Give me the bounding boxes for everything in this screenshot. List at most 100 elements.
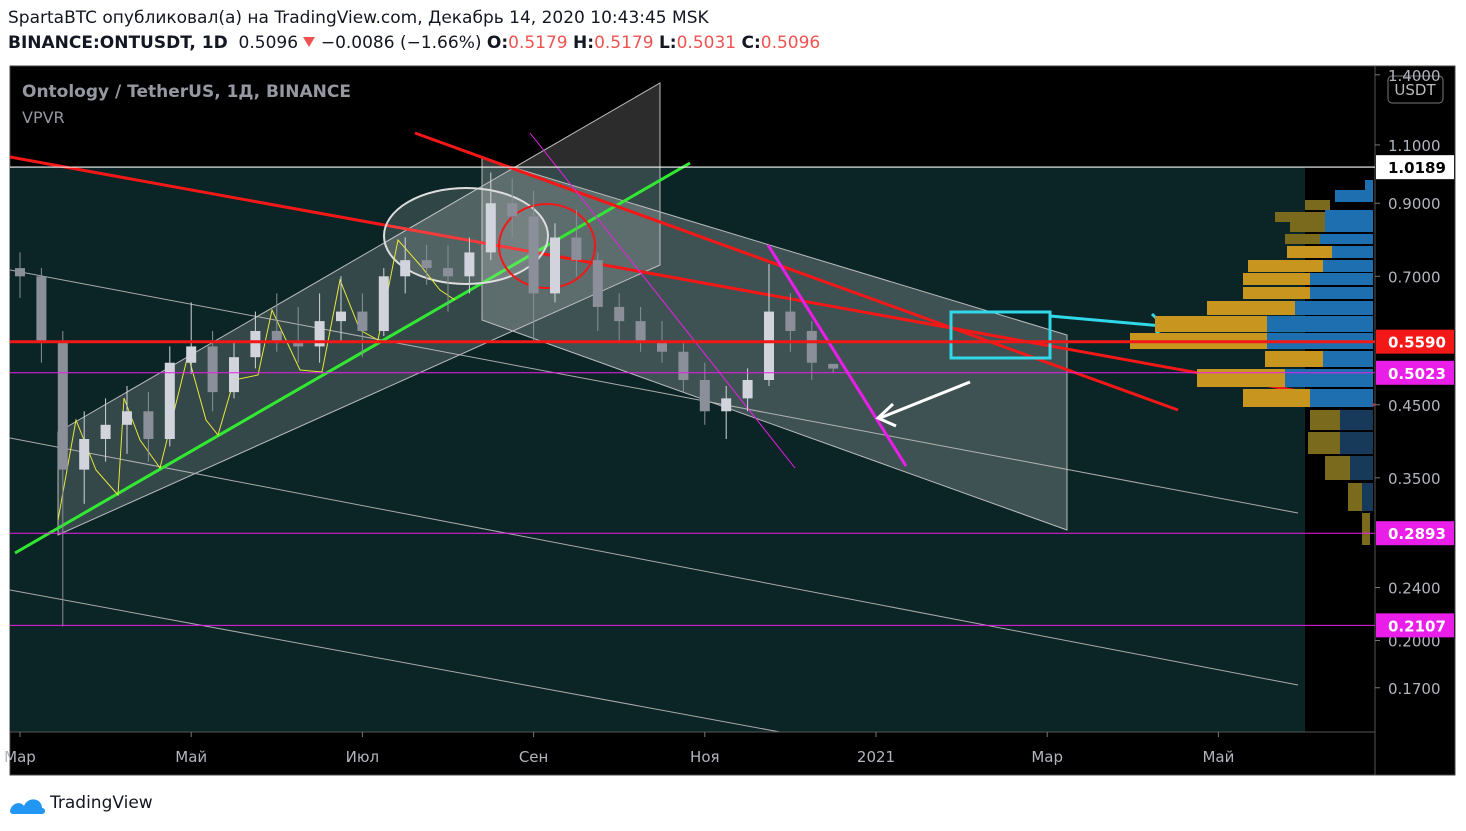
candle-body xyxy=(250,330,261,358)
c-value: 0.5096 xyxy=(760,33,821,53)
candle-body xyxy=(186,346,197,363)
author-line: SpartaBTC опубликовал(а) на TradingView.… xyxy=(8,8,709,28)
price-tag xyxy=(1376,360,1454,385)
candle-body xyxy=(828,363,839,369)
price-tag xyxy=(1376,329,1454,354)
candle-body xyxy=(507,203,518,217)
candle-body xyxy=(806,330,817,363)
support-line xyxy=(14,161,691,555)
channel-line xyxy=(10,589,781,732)
candle-body xyxy=(400,260,411,277)
candle-body xyxy=(592,260,603,307)
price-tag-label: 1.0189 xyxy=(1388,159,1446,177)
symbol-line: BINANCE:ONTUSDT, 1D 0.5096 −0.0086 (−1.6… xyxy=(8,31,820,56)
candle-body xyxy=(15,268,25,277)
down-arrow xyxy=(303,37,316,47)
candle-body xyxy=(100,424,111,439)
candle-body xyxy=(485,203,496,253)
o-value: 0.5179 xyxy=(508,33,568,53)
price-tag xyxy=(1376,155,1454,180)
candle-body xyxy=(293,341,304,347)
candle-body xyxy=(571,237,582,261)
l-value: 0.5031 xyxy=(676,33,737,53)
currency: USDT xyxy=(1394,81,1436,99)
x-tick-label: Мар xyxy=(1031,748,1063,766)
channel-line xyxy=(10,437,1299,686)
chart-title: Ontology / TetherUS, 1Д, BINANCE xyxy=(22,82,351,102)
candle-body xyxy=(721,398,732,412)
candle-body xyxy=(550,237,560,294)
currency-badge xyxy=(1387,75,1444,104)
y-tick-label: 0.9000 xyxy=(1388,195,1441,213)
candle-body xyxy=(229,357,239,393)
candle-body xyxy=(678,351,689,380)
x-tick-label: 2021 xyxy=(857,748,895,766)
channel-line xyxy=(10,269,1299,514)
h-value: 0.5179 xyxy=(594,33,654,53)
candle-body xyxy=(764,311,774,380)
resistance-line xyxy=(10,155,1375,407)
candle-body xyxy=(464,252,475,277)
candle-body xyxy=(742,379,753,399)
candle-body xyxy=(785,311,796,331)
highlight-box xyxy=(949,310,1052,360)
header: SpartaBTC опубликовал(а) на TradingView.… xyxy=(8,6,820,56)
y-tick-label: 0.7000 xyxy=(1388,268,1441,286)
symbol: BINANCE:ONTUSDT, 1D xyxy=(8,33,228,53)
x-tick-label: Мар xyxy=(4,748,36,766)
candle-body xyxy=(699,379,710,412)
trend-line xyxy=(766,244,908,467)
price-tag-label: 0.5023 xyxy=(1388,365,1446,383)
x-tick-label: Май xyxy=(1202,748,1234,766)
channel-fill xyxy=(10,167,1305,732)
candle-body xyxy=(657,341,667,352)
y-tick-label: 0.3500 xyxy=(1388,470,1441,488)
candle-body xyxy=(79,438,90,470)
ellipse xyxy=(498,203,596,289)
y-tick-label: 1.4000 xyxy=(1388,67,1441,85)
trend-line xyxy=(529,132,796,469)
flag xyxy=(481,157,1068,531)
candle-body xyxy=(528,216,539,294)
candle-body xyxy=(443,268,453,277)
resistance-line xyxy=(414,131,1179,412)
logo xyxy=(10,799,45,814)
h-label: H: xyxy=(573,33,595,53)
price-tag xyxy=(1376,613,1454,638)
y-tick-label: 0.1700 xyxy=(1388,680,1441,698)
price-tag-label: 0.5590 xyxy=(1388,334,1446,352)
footer-brand: TradingView xyxy=(50,793,153,813)
y-tick-label: 0.4500 xyxy=(1388,397,1441,415)
c-label: C: xyxy=(741,33,761,53)
candle-body xyxy=(207,346,218,393)
candle-body xyxy=(164,362,175,439)
price-tag-label: 0.2107 xyxy=(1388,617,1446,635)
x-tick-label: Ноя xyxy=(690,748,719,766)
price-tag-label: 0.2893 xyxy=(1388,525,1446,543)
candle-body xyxy=(36,276,47,342)
candle-body xyxy=(143,411,154,439)
o-label: O: xyxy=(486,33,509,53)
change: −0.0086 (−1.66%) xyxy=(320,33,482,53)
arrow xyxy=(875,380,971,428)
candle-body xyxy=(314,321,325,347)
candle-body xyxy=(635,321,646,342)
candle-body xyxy=(122,411,132,425)
y-tick-label: 0.2400 xyxy=(1388,580,1441,598)
candle-body xyxy=(57,341,68,470)
price-tag xyxy=(1376,521,1454,546)
volume-profile xyxy=(1130,180,1373,545)
l-label: L: xyxy=(658,33,677,53)
marks: 1.4000 1.1000 0.9000 0.7000 0.4500 0.3500 0.24… xyxy=(4,67,1454,766)
candle-body xyxy=(271,330,282,342)
ellipse xyxy=(383,187,549,285)
candle-body xyxy=(378,276,389,331)
x-tick-label: Сен xyxy=(519,748,549,766)
x-tick-label: Июл xyxy=(346,748,379,766)
candle-body xyxy=(357,311,368,331)
candle-body xyxy=(614,306,625,322)
x-tick-label: Май xyxy=(175,748,207,766)
y-tick-label: 1.1000 xyxy=(1388,137,1441,155)
